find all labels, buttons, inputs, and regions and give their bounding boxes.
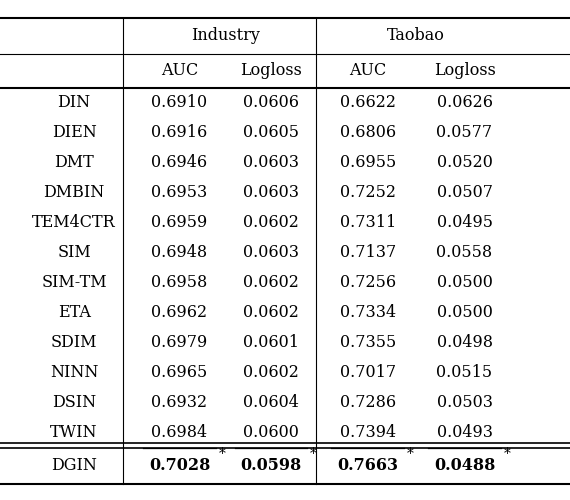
Text: ETA: ETA (58, 304, 91, 321)
Text: 0.7663: 0.7663 (337, 457, 398, 474)
Text: Logloss: Logloss (240, 62, 302, 79)
Text: AUC: AUC (161, 62, 198, 79)
Text: 0.7252: 0.7252 (340, 184, 396, 201)
Text: 0.6959: 0.6959 (152, 214, 207, 231)
Text: 0.7355: 0.7355 (340, 334, 396, 351)
Text: 0.0488: 0.0488 (434, 457, 495, 474)
Text: 0.7286: 0.7286 (340, 394, 396, 411)
Text: DIEN: DIEN (52, 124, 96, 141)
Text: 0.6946: 0.6946 (152, 154, 207, 171)
Text: Logloss: Logloss (434, 62, 495, 79)
Text: 0.0606: 0.0606 (243, 94, 299, 111)
Text: SIM: SIM (57, 244, 91, 261)
Text: Taobao: Taobao (387, 27, 445, 44)
Text: 0.7334: 0.7334 (340, 304, 396, 321)
Text: DMT: DMT (54, 154, 94, 171)
Text: NINN: NINN (50, 364, 98, 381)
Text: 0.6953: 0.6953 (152, 184, 207, 201)
Text: DGIN: DGIN (51, 457, 97, 474)
Text: 0.0498: 0.0498 (437, 334, 492, 351)
Text: 0.6806: 0.6806 (340, 124, 396, 141)
Text: 0.7256: 0.7256 (340, 274, 396, 291)
Text: 0.0602: 0.0602 (243, 304, 299, 321)
Text: 0.0626: 0.0626 (437, 94, 492, 111)
Text: 0.6984: 0.6984 (152, 424, 207, 441)
Text: *: * (504, 448, 511, 462)
Text: 0.0601: 0.0601 (243, 334, 299, 351)
Text: 0.6958: 0.6958 (152, 274, 207, 291)
Text: 0.6955: 0.6955 (340, 154, 396, 171)
Text: 0.7028: 0.7028 (149, 457, 210, 474)
Text: 0.6965: 0.6965 (152, 364, 207, 381)
Text: *: * (310, 448, 317, 462)
Text: SIM-TM: SIM-TM (41, 274, 107, 291)
Text: 0.0604: 0.0604 (243, 394, 299, 411)
Text: TEM4CTR: TEM4CTR (32, 214, 116, 231)
Text: 0.0515: 0.0515 (437, 364, 492, 381)
Text: 0.6962: 0.6962 (152, 304, 207, 321)
Text: 0.0602: 0.0602 (243, 274, 299, 291)
Text: 0.6948: 0.6948 (152, 244, 207, 261)
Text: 0.7311: 0.7311 (340, 214, 396, 231)
Text: 0.0598: 0.0598 (240, 457, 302, 474)
Text: 0.6979: 0.6979 (152, 334, 207, 351)
Text: Industry: Industry (191, 27, 259, 44)
Text: 0.0605: 0.0605 (243, 124, 299, 141)
Text: 0.0577: 0.0577 (437, 124, 492, 141)
Text: 0.0500: 0.0500 (437, 304, 492, 321)
Text: 0.0603: 0.0603 (243, 154, 299, 171)
Text: *: * (407, 448, 414, 462)
Text: 0.0603: 0.0603 (243, 184, 299, 201)
Text: DSIN: DSIN (52, 394, 96, 411)
Text: 0.7137: 0.7137 (340, 244, 396, 261)
Text: TWIN: TWIN (50, 424, 98, 441)
Text: *: * (219, 448, 226, 462)
Text: 0.0520: 0.0520 (437, 154, 492, 171)
Text: 0.0495: 0.0495 (437, 214, 492, 231)
Text: 0.0507: 0.0507 (437, 184, 492, 201)
Text: 0.6622: 0.6622 (340, 94, 396, 111)
Text: 0.7017: 0.7017 (340, 364, 396, 381)
Text: DIN: DIN (58, 94, 91, 111)
Text: 0.6916: 0.6916 (152, 124, 207, 141)
Text: DMBIN: DMBIN (43, 184, 105, 201)
Text: 0.6932: 0.6932 (152, 394, 207, 411)
Text: 0.0603: 0.0603 (243, 244, 299, 261)
Text: 0.0602: 0.0602 (243, 364, 299, 381)
Text: 0.6910: 0.6910 (152, 94, 207, 111)
Text: SDIM: SDIM (51, 334, 97, 351)
Text: 0.0503: 0.0503 (437, 394, 492, 411)
Text: 0.0493: 0.0493 (437, 424, 492, 441)
Text: 0.0602: 0.0602 (243, 214, 299, 231)
Text: 0.7394: 0.7394 (340, 424, 396, 441)
Text: AUC: AUC (349, 62, 386, 79)
Text: 0.0558: 0.0558 (437, 244, 492, 261)
Text: 0.0600: 0.0600 (243, 424, 299, 441)
Text: 0.0500: 0.0500 (437, 274, 492, 291)
